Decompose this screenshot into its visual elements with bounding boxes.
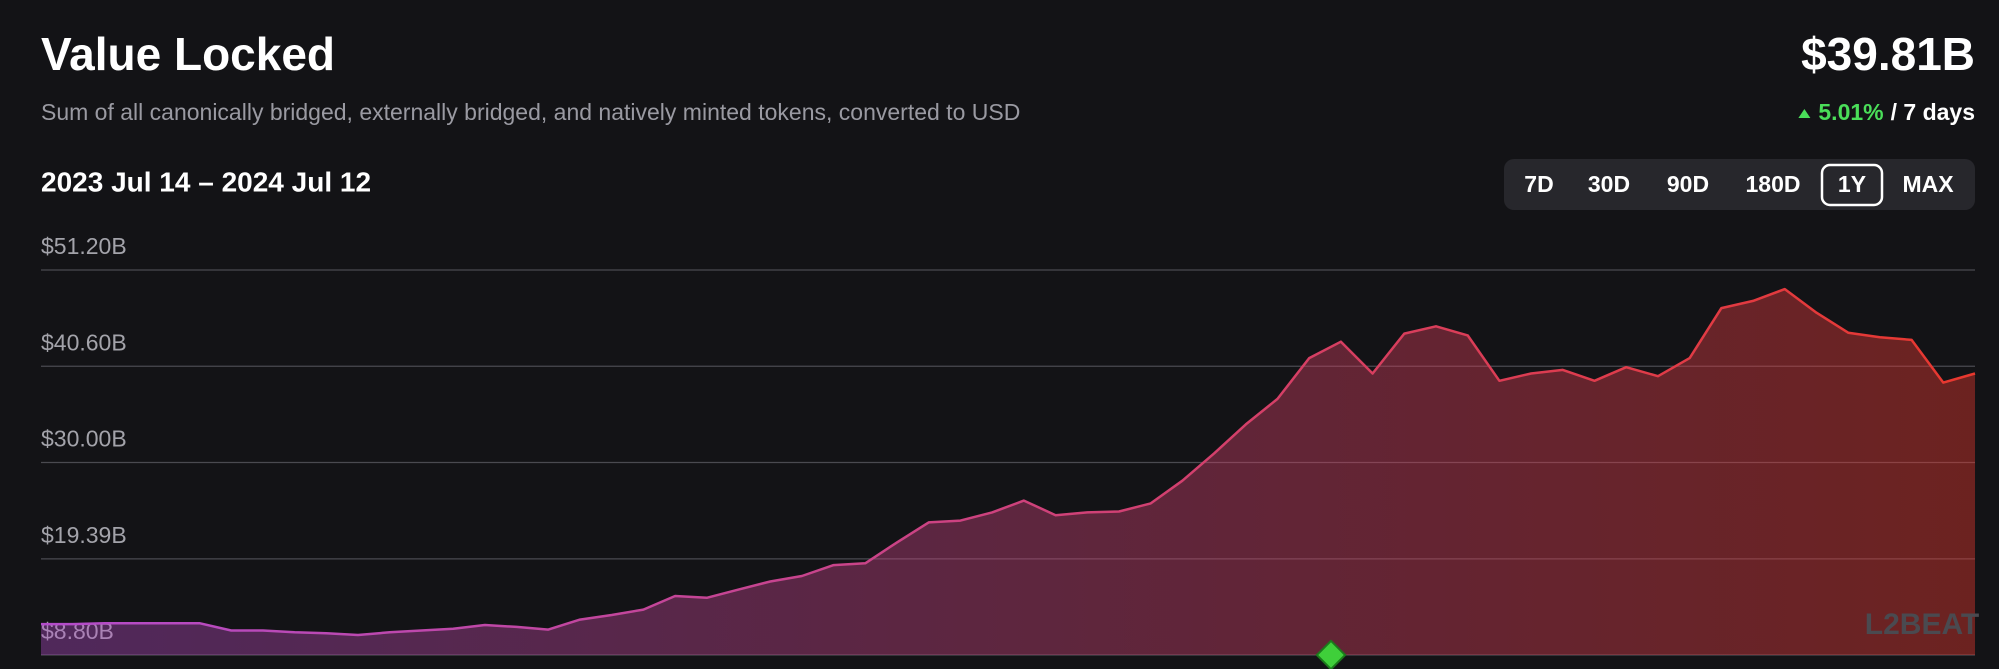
- chart-title: Value Locked: [41, 28, 335, 80]
- up-arrow-icon: [1798, 109, 1811, 118]
- y-tick-label: $30.00B: [41, 426, 127, 452]
- range-button[interactable]: MAX: [1902, 171, 1954, 197]
- chart-subtitle: Sum of all canonically bridged, external…: [41, 99, 1020, 125]
- range-buttons: 7D 30D 90D 180D 1Y MAX: [1524, 163, 1954, 207]
- range-button[interactable]: 1Y: [1838, 171, 1866, 197]
- range-button[interactable]: 7D: [1524, 171, 1553, 197]
- selected-range-outline: [1820, 163, 1884, 207]
- change-percent: 5.01%: [1818, 99, 1883, 125]
- watermark: L2BEAT: [1865, 608, 1979, 641]
- range-selector: [1504, 159, 1975, 210]
- range-button[interactable]: 30D: [1588, 171, 1630, 197]
- summary-value: $39.81B: [1801, 28, 1975, 80]
- date-range: 2023 Jul 14 – 2024 Jul 12: [41, 166, 371, 197]
- y-tick-label: $40.60B: [41, 329, 127, 355]
- change-period: / 7 days: [1891, 99, 1975, 125]
- range-button[interactable]: 180D: [1746, 171, 1801, 197]
- summary-change: 5.01% / 7 days: [1818, 99, 1975, 125]
- event-marker[interactable]: [1315, 639, 1347, 669]
- area-line: [41, 287, 1976, 637]
- y-tick-label: $19.39B: [41, 522, 127, 548]
- range-button[interactable]: 90D: [1667, 171, 1709, 197]
- plot-area: [41, 287, 1976, 655]
- y-tick-label: $51.20B: [41, 233, 127, 259]
- area-fill: [41, 289, 1975, 655]
